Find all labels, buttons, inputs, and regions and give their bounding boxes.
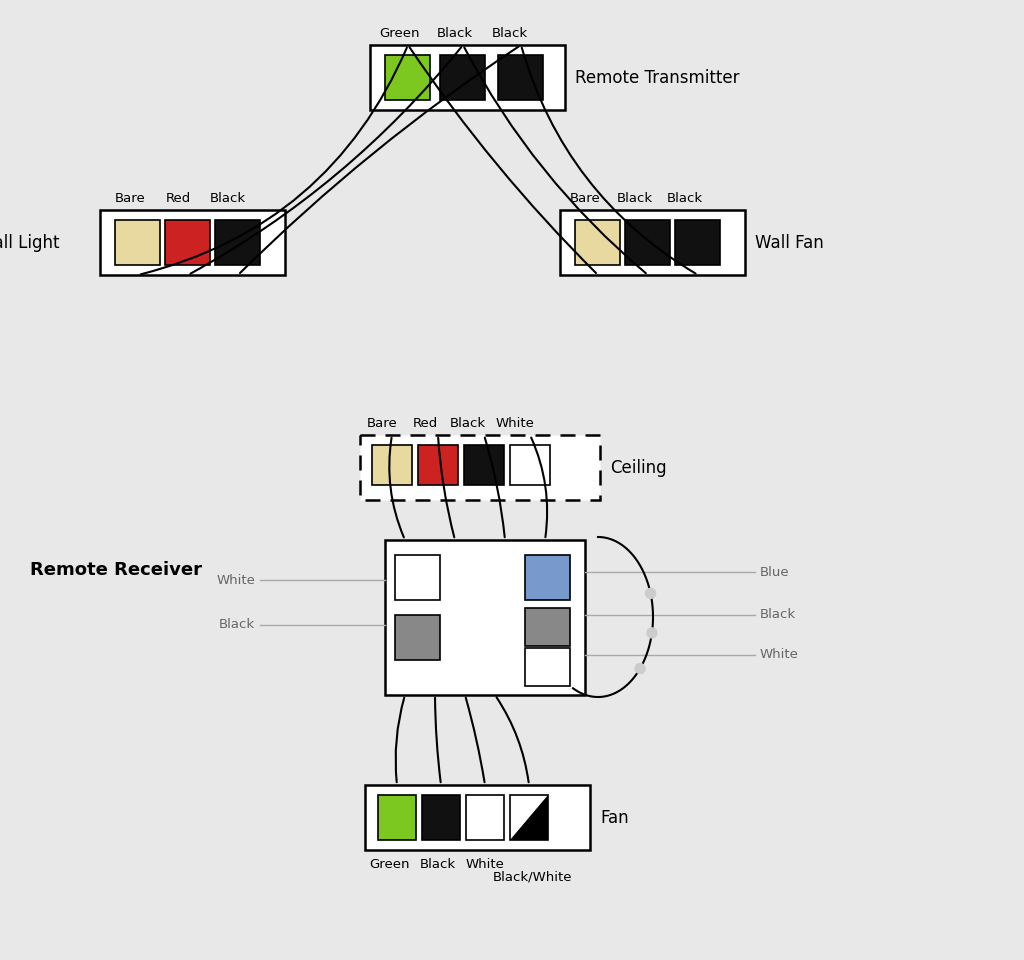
Text: White: White	[466, 858, 505, 871]
Bar	[365, 785, 590, 850]
Text: Green: Green	[370, 858, 411, 871]
Bar	[395, 615, 440, 660]
Text: White: White	[216, 573, 255, 587]
Bar	[675, 220, 720, 265]
Text: Remote Transmitter: Remote Transmitter	[575, 69, 739, 87]
Text: Black: Black	[667, 192, 703, 205]
Bar	[215, 220, 260, 265]
Bar	[560, 210, 745, 275]
Text: Wall Fan: Wall Fan	[755, 234, 823, 252]
Bar	[525, 648, 570, 686]
Bar	[575, 220, 620, 265]
Bar	[498, 55, 543, 100]
Bar	[466, 795, 504, 840]
Text: White: White	[496, 417, 535, 430]
Bar	[418, 445, 458, 485]
Circle shape	[635, 663, 645, 674]
Text: Black: Black	[492, 27, 528, 40]
Text: Black: Black	[616, 192, 653, 205]
Text: Blue: Blue	[760, 565, 790, 579]
Bar	[525, 555, 570, 600]
Bar	[385, 540, 585, 695]
Text: Ceiling: Ceiling	[610, 459, 667, 477]
Bar	[165, 220, 210, 265]
Bar	[372, 445, 412, 485]
Text: Green: Green	[380, 27, 420, 40]
Text: Bare: Bare	[367, 417, 397, 430]
Bar	[395, 555, 440, 600]
Bar	[510, 795, 548, 840]
Bar	[100, 210, 285, 275]
Bar	[464, 445, 504, 485]
Bar	[440, 55, 485, 100]
Polygon shape	[510, 795, 548, 840]
Circle shape	[645, 588, 655, 598]
Text: Black/White: Black/White	[494, 870, 572, 883]
Text: White: White	[760, 649, 799, 661]
Text: Black: Black	[219, 618, 255, 632]
Bar	[525, 608, 570, 646]
Text: Fan: Fan	[600, 809, 629, 827]
Bar	[115, 220, 160, 265]
Circle shape	[647, 628, 657, 637]
Text: Black: Black	[210, 192, 246, 205]
Bar	[385, 55, 430, 100]
Text: Red: Red	[413, 417, 437, 430]
Bar	[422, 795, 460, 840]
Text: Red: Red	[165, 192, 190, 205]
Text: Remote Receiver: Remote Receiver	[30, 561, 202, 579]
Text: Black: Black	[450, 417, 486, 430]
Text: Wall Light: Wall Light	[0, 234, 60, 252]
Text: Black: Black	[760, 609, 796, 621]
Bar	[370, 45, 565, 110]
Text: Bare: Bare	[569, 192, 600, 205]
Bar	[510, 445, 550, 485]
Text: Black: Black	[420, 858, 456, 871]
Bar	[360, 435, 600, 500]
Text: Black: Black	[437, 27, 473, 40]
Text: Bare: Bare	[115, 192, 145, 205]
Bar	[625, 220, 670, 265]
Bar	[378, 795, 416, 840]
